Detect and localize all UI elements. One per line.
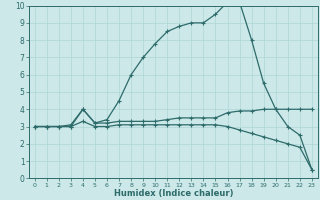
X-axis label: Humidex (Indice chaleur): Humidex (Indice chaleur) bbox=[114, 189, 233, 198]
